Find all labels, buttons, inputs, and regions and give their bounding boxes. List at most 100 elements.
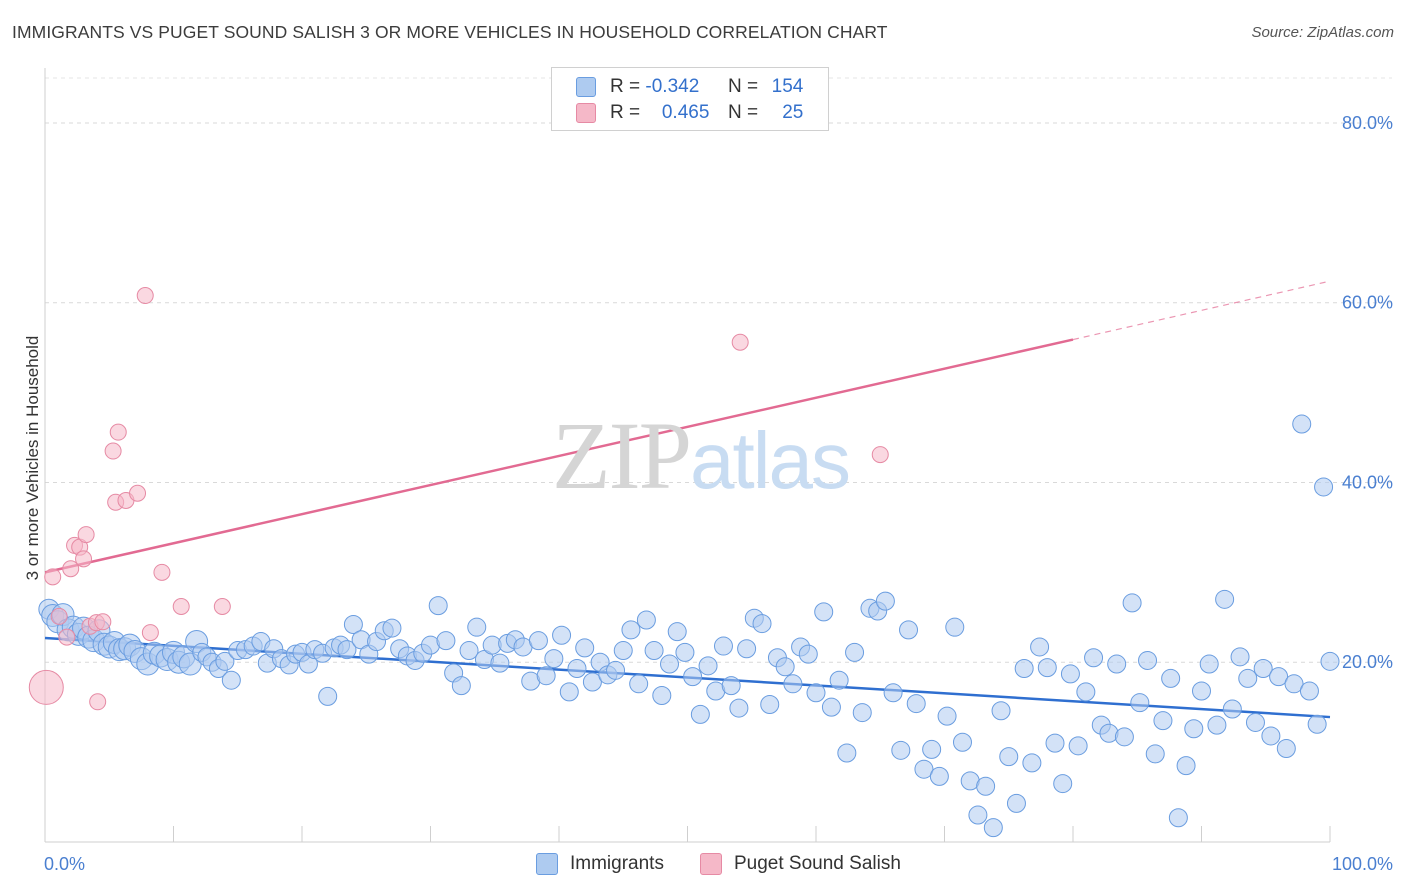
point-puget-sound-salish bbox=[104, 442, 122, 460]
legend-n-label: N = bbox=[727, 102, 759, 123]
point-immigrants bbox=[1068, 736, 1088, 756]
point-immigrants bbox=[845, 642, 865, 662]
point-immigrants bbox=[1307, 714, 1327, 734]
watermark: ZIPatlas bbox=[552, 400, 851, 511]
point-puget-sound-salish bbox=[153, 563, 171, 581]
point-immigrants bbox=[343, 614, 363, 634]
point-immigrants bbox=[1222, 699, 1242, 719]
point-immigrants bbox=[1153, 711, 1173, 731]
point-immigrants bbox=[606, 660, 626, 680]
point-immigrants bbox=[914, 759, 934, 779]
legend-n-label: N = bbox=[727, 76, 759, 97]
point-immigrants bbox=[1292, 414, 1312, 434]
bottom-legend-label-immigrants: Immigrants bbox=[570, 853, 664, 874]
point-immigrants bbox=[675, 642, 695, 662]
point-immigrants bbox=[1145, 744, 1165, 764]
point-immigrants bbox=[1238, 668, 1258, 688]
point-immigrants bbox=[991, 701, 1011, 721]
bottom-legend-immigrants: Immigrants bbox=[536, 851, 664, 877]
point-immigrants bbox=[1215, 589, 1235, 609]
point-immigrants bbox=[459, 641, 479, 661]
point-immigrants bbox=[775, 657, 795, 677]
point-immigrants bbox=[1114, 727, 1134, 747]
point-immigrants bbox=[945, 617, 965, 637]
point-immigrants bbox=[382, 618, 402, 638]
point-immigrants bbox=[1130, 693, 1150, 713]
point-immigrants bbox=[698, 656, 718, 676]
y-tick-label: 60.0% bbox=[1342, 293, 1393, 313]
point-immigrants bbox=[629, 674, 649, 694]
point-immigrants bbox=[451, 676, 471, 696]
point-immigrants bbox=[652, 685, 672, 705]
point-puget-sound-salish bbox=[75, 550, 93, 568]
point-immigrants bbox=[1261, 726, 1281, 746]
point-immigrants bbox=[1184, 719, 1204, 739]
bottom-legend-swatch-puget-sound-salish bbox=[700, 853, 722, 875]
point-immigrants bbox=[737, 639, 757, 659]
point-immigrants bbox=[1161, 668, 1181, 688]
point-immigrants bbox=[582, 672, 602, 692]
point-immigrants bbox=[318, 686, 338, 706]
point-immigrants bbox=[428, 596, 448, 616]
legend-r-label: R = bbox=[610, 76, 641, 97]
point-immigrants bbox=[1230, 647, 1250, 667]
point-immigrants bbox=[567, 659, 587, 679]
y-axis-label: 3 or more Vehicles in Household bbox=[23, 336, 42, 581]
point-puget-sound-salish bbox=[89, 693, 107, 711]
chart-title: IMMIGRANTS VS PUGET SOUND SALISH 3 OR MO… bbox=[12, 22, 888, 42]
point-immigrants bbox=[1060, 664, 1080, 684]
trend-line-puget-sound-salish-extension bbox=[1072, 280, 1331, 341]
point-immigrants bbox=[660, 654, 680, 674]
point-immigrants bbox=[1030, 637, 1050, 657]
point-immigrants bbox=[1037, 658, 1057, 678]
point-immigrants bbox=[215, 651, 235, 671]
point-immigrants bbox=[1207, 715, 1227, 735]
point-immigrants bbox=[883, 683, 903, 703]
point-puget-sound-salish bbox=[172, 598, 190, 616]
point-immigrants bbox=[906, 694, 926, 714]
point-puget-sound-salish bbox=[77, 526, 95, 544]
point-immigrants bbox=[621, 620, 641, 640]
point-immigrants bbox=[760, 694, 780, 714]
point-immigrants bbox=[690, 704, 710, 724]
point-immigrants bbox=[837, 743, 857, 763]
point-immigrants bbox=[1176, 756, 1196, 776]
point-immigrants bbox=[636, 610, 656, 630]
point-puget-sound-salish bbox=[44, 568, 62, 586]
correlation-legend: R = -0.342 N = 154 R = 0.465 N = 25 bbox=[551, 67, 829, 131]
point-immigrants bbox=[1076, 682, 1096, 702]
scatter-points bbox=[28, 287, 1340, 838]
point-immigrants bbox=[1269, 667, 1289, 687]
point-immigrants bbox=[976, 776, 996, 796]
point-immigrants bbox=[1006, 793, 1026, 813]
point-immigrants bbox=[999, 747, 1019, 767]
point-immigrants bbox=[1045, 733, 1065, 753]
point-immigrants bbox=[1107, 654, 1127, 674]
point-immigrants bbox=[814, 602, 834, 622]
point-puget-sound-salish bbox=[109, 423, 127, 441]
point-immigrants bbox=[952, 732, 972, 752]
y-tick-label: 80.0% bbox=[1342, 113, 1393, 133]
point-immigrants bbox=[559, 682, 579, 702]
y-tick-label: 20.0% bbox=[1342, 652, 1393, 672]
legend-row-immigrants: R = -0.342 N = 154 bbox=[576, 75, 803, 99]
point-immigrants bbox=[929, 766, 949, 786]
point-immigrants bbox=[922, 739, 942, 759]
point-immigrants bbox=[729, 698, 749, 718]
bottom-legend-swatch-immigrants bbox=[536, 853, 558, 875]
y-tick-label: 40.0% bbox=[1342, 472, 1393, 492]
point-immigrants bbox=[536, 666, 556, 686]
watermark-atlas: atlas bbox=[690, 416, 851, 505]
tick-labels: 20.0% 40.0% 60.0% 80.0% 0.0% 100.0% bbox=[44, 113, 1393, 874]
point-immigrants bbox=[783, 674, 803, 694]
point-puget-sound-salish bbox=[94, 613, 112, 631]
legend-r-label: R = bbox=[610, 102, 641, 123]
legend-n-value: 25 bbox=[782, 102, 804, 123]
point-puget-sound-salish bbox=[871, 446, 889, 464]
point-immigrants bbox=[1022, 753, 1042, 773]
bottom-legend-puget-sound-salish: Puget Sound Salish bbox=[700, 851, 901, 877]
point-immigrants bbox=[1314, 477, 1334, 497]
point-immigrants bbox=[1284, 674, 1304, 694]
point-immigrants bbox=[1276, 739, 1296, 759]
